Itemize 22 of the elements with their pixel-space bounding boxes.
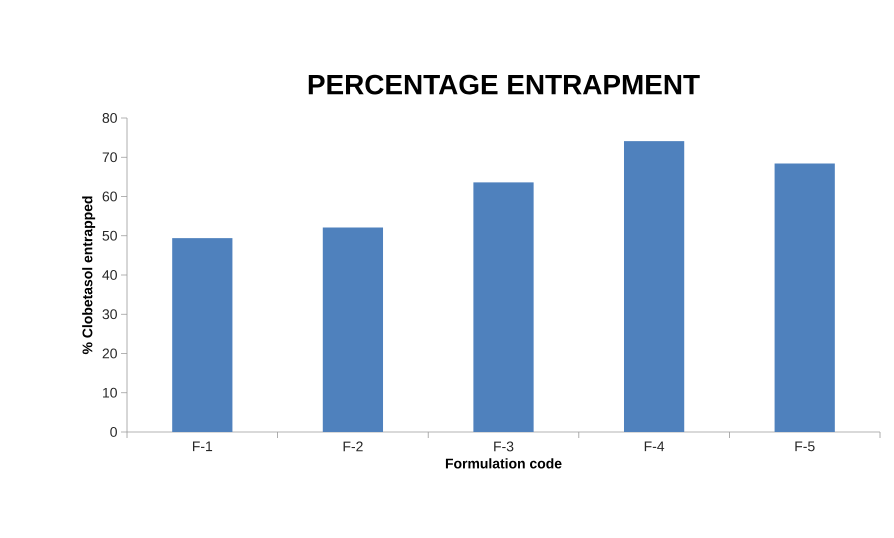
x-tick-label: F-1 xyxy=(192,442,212,452)
y-tick-label: 50 xyxy=(102,230,117,241)
y-tick-label: 10 xyxy=(103,388,117,398)
x-axis-title: Formulation code xyxy=(446,458,562,468)
y-tick-label: 30 xyxy=(102,309,117,320)
x-tick-label: F-3 xyxy=(494,441,514,452)
bar xyxy=(473,182,534,432)
bar xyxy=(322,227,384,432)
bar xyxy=(624,141,684,432)
y-axis-title: % Clobetasol entrapped xyxy=(82,196,96,354)
chart-title: PERCENTAGE ENTRAPMENT xyxy=(308,74,700,94)
y-tick-label: 70 xyxy=(102,152,117,162)
x-tick-label: F-2 xyxy=(344,441,363,452)
y-tick-label: 80 xyxy=(102,113,117,123)
x-tick-label: F-4 xyxy=(644,442,664,452)
y-tick-label: 40 xyxy=(102,270,117,280)
y-tick-label: 0 xyxy=(110,427,117,437)
bar xyxy=(172,238,232,432)
x-tick-label: F-5 xyxy=(795,442,815,452)
y-tick-label: 60 xyxy=(102,192,117,202)
y-tick-label: 20 xyxy=(102,348,117,358)
bar xyxy=(774,164,835,432)
